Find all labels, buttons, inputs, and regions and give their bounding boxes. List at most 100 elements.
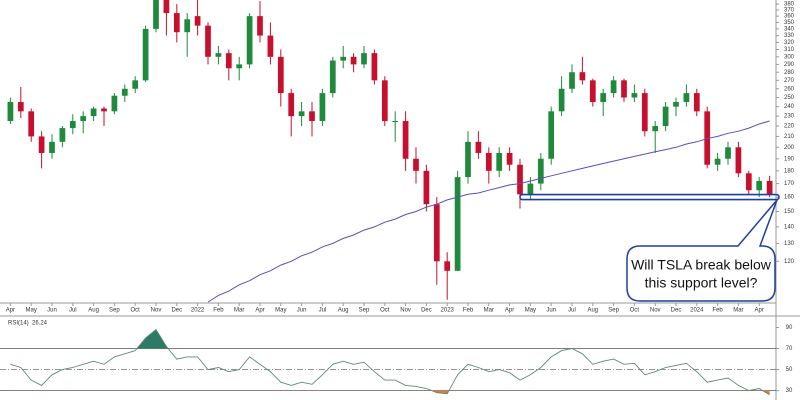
x-tick-label: Apr	[505, 308, 514, 314]
candle-body	[361, 53, 367, 65]
rsi-tick-label: 50	[786, 367, 793, 373]
y-tick-label: 230	[784, 114, 795, 120]
candle-body	[121, 88, 128, 96]
y-tick-label: 260	[784, 86, 795, 92]
x-tick-label: Oct	[380, 308, 390, 314]
candle-body	[610, 80, 617, 94]
candle-body	[641, 93, 648, 132]
x-tick-label: Sep	[359, 308, 370, 314]
x-tick-label: Jun	[546, 308, 556, 314]
candle-body	[350, 56, 357, 65]
y-tick-label: 120	[784, 259, 795, 265]
candle-body	[475, 141, 482, 153]
y-tick-label: 300	[784, 54, 795, 60]
y-tick-label: 340	[784, 26, 795, 32]
candle-body	[80, 116, 87, 122]
x-tick-label: Dec	[421, 308, 432, 314]
x-tick-label: Jun	[297, 308, 307, 314]
rsi-line	[10, 328, 770, 396]
x-tick-label: Mar	[484, 308, 494, 314]
y-tick-label: 170	[784, 181, 795, 187]
moving-average	[207, 120, 770, 303]
x-tick-label: May	[26, 308, 37, 314]
x-tick-label: May	[275, 308, 286, 314]
candle-body	[257, 16, 263, 36]
candle-body	[579, 72, 586, 81]
candle-body	[693, 93, 700, 112]
rsi-label: RSI(14)	[8, 321, 29, 327]
candle-body	[735, 147, 742, 174]
y-tick-label: 160	[784, 195, 795, 201]
candle-body	[465, 141, 471, 178]
candle-body	[745, 173, 752, 191]
x-tick-label: Feb	[463, 308, 474, 314]
candle-body	[194, 16, 201, 26]
candle-body	[496, 152, 503, 171]
x-tick-label: Apr	[255, 308, 264, 314]
candle-body	[277, 56, 284, 94]
x-tick-label: Dec	[671, 308, 682, 314]
candle-body	[340, 56, 347, 61]
candle-body	[766, 180, 773, 195]
y-tick-label: 150	[784, 209, 795, 215]
y-tick-label: 280	[784, 70, 795, 76]
x-tick-label: Mar	[234, 308, 244, 314]
y-tick-label: 190	[784, 156, 795, 162]
y-tick-label: 140	[784, 224, 795, 230]
x-tick-label: Mar	[733, 308, 743, 314]
y-tick-label: 350	[784, 20, 795, 26]
callout-bubble	[626, 199, 778, 302]
y-tick-label: 290	[784, 62, 795, 68]
candle-body	[371, 53, 378, 81]
x-tick-label: Aug	[587, 308, 598, 314]
y-tick-label: 220	[784, 124, 795, 130]
y-tick-label: 380	[784, 2, 795, 8]
callout-text: Will TSLA break below	[631, 257, 772, 273]
candle-body	[319, 93, 326, 122]
rsi-tick-label: 30	[786, 388, 793, 394]
candle-body	[59, 128, 66, 142]
y-tick-label: 330	[784, 33, 795, 39]
candle-body	[537, 158, 544, 184]
x-tick-label: Nov	[400, 308, 411, 314]
candle-body	[298, 111, 305, 117]
x-tick-label: Sep	[109, 308, 120, 314]
candle-body	[402, 121, 409, 159]
y-tick-label: 210	[784, 134, 795, 140]
x-tick-label: Oct	[630, 308, 640, 314]
candle-body	[7, 102, 14, 122]
x-tick-label: Jul	[568, 308, 576, 314]
candle-body	[683, 93, 690, 103]
y-tick-label: 320	[784, 40, 795, 46]
y-tick-label: 270	[784, 78, 795, 84]
candle-body	[153, 0, 159, 29]
y-tick-label: 180	[784, 168, 795, 174]
candle-body	[673, 102, 679, 107]
x-tick-label: Jul	[319, 308, 327, 314]
y-tick-label: 250	[784, 95, 795, 101]
y-tick-label: 310	[784, 47, 795, 53]
candle-body	[215, 53, 222, 57]
y-tick-label: 200	[784, 145, 795, 151]
x-tick-label: 2024	[690, 308, 704, 314]
candle-body	[132, 80, 139, 89]
rsi-label-box	[6, 318, 50, 327]
candle-body	[111, 95, 118, 112]
callout-text: this support level?	[645, 275, 758, 291]
candle-body	[392, 121, 399, 123]
candle-body	[28, 111, 35, 137]
rsi-last: 26.24	[32, 321, 48, 327]
candle-body	[413, 158, 419, 171]
x-tick-label: Apr	[755, 308, 764, 314]
x-tick-label: Nov	[151, 308, 162, 314]
candle-body	[725, 147, 731, 159]
candle-body	[267, 35, 274, 57]
x-tick-label: 2022	[191, 308, 205, 314]
candle-body	[329, 60, 336, 94]
candle-body	[652, 126, 659, 132]
candle-body	[38, 136, 45, 153]
x-tick-label: Jun	[47, 308, 57, 314]
support-line	[519, 193, 780, 201]
candle-body	[569, 72, 575, 89]
x-tick-label: Aug	[338, 308, 349, 314]
